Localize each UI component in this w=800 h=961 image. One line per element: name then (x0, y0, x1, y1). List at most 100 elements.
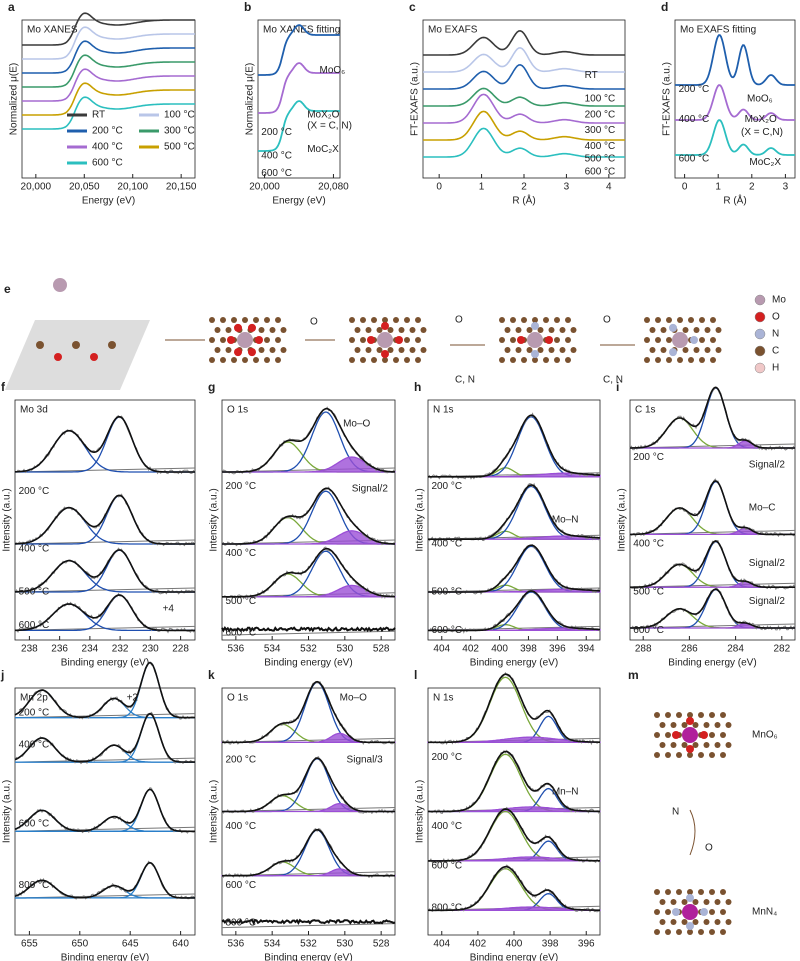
carbon-atom (670, 742, 677, 748)
carbon-atom (559, 327, 566, 333)
component (630, 387, 795, 449)
label: Signal/2 (749, 596, 786, 607)
legend-atom (754, 345, 766, 357)
label: (X = C, N) (307, 121, 352, 132)
plot-frame (427, 399, 601, 641)
carbon-atom (709, 712, 715, 718)
carbon-atom (654, 732, 660, 738)
ring-atom (227, 336, 235, 344)
label: Mo–N (552, 515, 579, 526)
carbon-atom (543, 357, 549, 363)
carbon-atom (699, 337, 705, 343)
label: O (603, 315, 611, 326)
carbon-atom (659, 742, 666, 748)
exafs-curve (423, 47, 625, 73)
carbon-atom (665, 712, 671, 718)
label: 800 °C (225, 917, 256, 928)
xanes-curve (22, 12, 195, 46)
component (14, 507, 195, 545)
carbon-atom (665, 889, 671, 895)
substrate (5, 320, 150, 390)
carbon-atom (376, 347, 383, 353)
label: 400 °C (431, 821, 462, 832)
fit-envelope (428, 673, 600, 744)
carbon-atom (554, 337, 560, 343)
label: 600 °C (225, 627, 256, 638)
carbon-atom (703, 919, 710, 925)
carbon-atom (214, 327, 221, 333)
carbon-atom (666, 337, 672, 343)
carbon-atom (720, 732, 726, 738)
molecule-atom (72, 341, 80, 349)
label: 400 °C (19, 543, 50, 554)
label: Signal/2 (749, 558, 786, 569)
carbon-atom (376, 327, 383, 333)
center-atom (682, 904, 698, 920)
carbon-atom (687, 929, 693, 935)
carbon-atom (365, 347, 372, 353)
ring-atom (700, 908, 708, 916)
label: Intensity (a.u.) (415, 780, 426, 843)
label: g (208, 380, 215, 394)
carbon-atom (499, 357, 505, 363)
molecule-atom (54, 353, 62, 361)
fit-curve (258, 100, 340, 152)
carbon-atom (275, 357, 281, 363)
carbon-atom (543, 317, 549, 323)
label: i (616, 380, 619, 394)
exafs-curve (423, 127, 625, 158)
label: 100 °C (164, 110, 195, 121)
carbon-atom (715, 347, 722, 353)
label: Mo–O (343, 419, 370, 430)
carbon-atom (398, 327, 405, 333)
flat-spectrum (221, 625, 396, 633)
carbon-atom (510, 337, 516, 343)
carbon-atom (554, 317, 560, 323)
carbon-atom (275, 317, 281, 323)
label: 404 (433, 939, 450, 950)
label: 404 (433, 644, 450, 655)
carbon-atom (665, 752, 671, 758)
label: N 1s (433, 405, 454, 416)
label: Binding energy (eV) (264, 953, 352, 961)
label: Binding energy (eV) (470, 658, 558, 669)
label: 800 °C (19, 880, 50, 891)
label: 600 °C (19, 818, 50, 829)
label: N 1s (433, 693, 454, 704)
carbon-atom (360, 357, 366, 363)
carbon-atom (269, 327, 276, 333)
label: 402 (470, 939, 487, 950)
carbon-atom (703, 722, 710, 728)
label: MoO₆ (747, 94, 773, 105)
baseline (629, 623, 796, 629)
label: 200 °C (431, 752, 462, 763)
label: MoX₂O (745, 114, 777, 125)
carbon-atom (709, 909, 715, 915)
component (428, 416, 600, 478)
label: 200 °C (679, 84, 710, 95)
carbon-atom (354, 327, 361, 333)
carbon-atom (264, 357, 270, 363)
label: N (672, 807, 679, 818)
carbon-atom (698, 752, 704, 758)
carbon-atom (660, 347, 667, 353)
carbon-atom (360, 337, 366, 343)
component (428, 545, 600, 593)
carbon-atom (499, 337, 505, 343)
carbon-atom (654, 929, 660, 935)
carbon-atom (714, 919, 721, 925)
label: 528 (373, 939, 390, 950)
label: 500 °C (431, 587, 462, 598)
carbon-atom (714, 899, 721, 905)
label: 3 (783, 182, 789, 193)
carbon-atom (714, 742, 721, 748)
label: 400 °C (225, 548, 256, 559)
fit-envelope (222, 757, 395, 813)
label: FT-EXAFS (a.u.) (662, 62, 673, 136)
carbon-atom (387, 347, 394, 353)
label: 20,100 (117, 182, 148, 193)
label: N (772, 329, 779, 340)
carbon-atom (258, 327, 265, 333)
xanes-curve (22, 26, 195, 60)
